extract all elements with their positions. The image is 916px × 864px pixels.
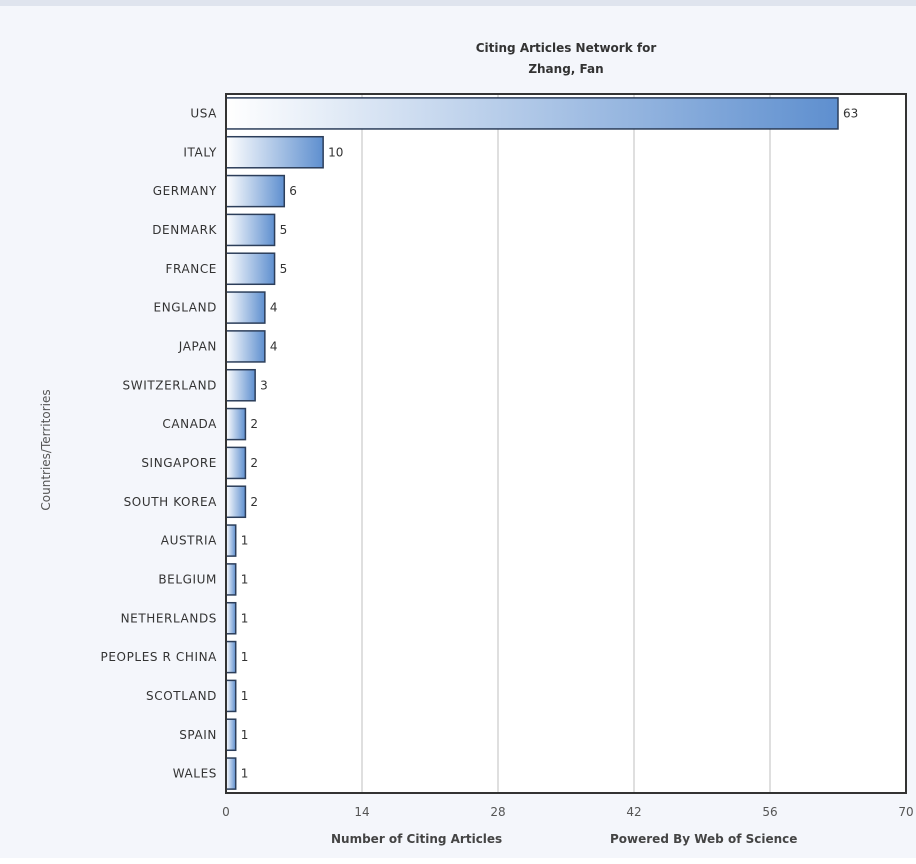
category-label: SPAIN — [179, 728, 217, 742]
category-label: SOUTH KOREA — [124, 495, 218, 509]
value-label: 4 — [270, 339, 278, 353]
bar — [225, 252, 276, 286]
category-label: ITALY — [183, 145, 217, 159]
chart-title: Citing Articles Network for — [475, 41, 657, 55]
value-label: 10 — [328, 145, 343, 159]
category-label: SINGAPORE — [141, 456, 217, 470]
x-axis-label: Number of Citing Articles — [331, 832, 503, 846]
category-label: AUSTRIA — [161, 534, 217, 548]
bar — [225, 679, 237, 713]
category-label: BELGIUM — [158, 572, 217, 586]
x-tick-label: 14 — [354, 805, 369, 819]
bar — [225, 563, 237, 596]
bar — [225, 407, 247, 441]
value-label: 5 — [280, 262, 288, 276]
plot-background — [226, 94, 906, 793]
bar — [225, 291, 266, 324]
x-tick-label: 42 — [626, 805, 641, 819]
bar — [225, 601, 237, 635]
value-label: 2 — [250, 495, 258, 509]
value-label: 2 — [250, 456, 258, 470]
bar — [225, 446, 247, 480]
category-label: DENMARK — [152, 223, 217, 237]
category-label: JAPAN — [178, 339, 217, 353]
chart-subtitle: Zhang, Fan — [528, 62, 604, 76]
bar — [225, 135, 324, 169]
category-label: CANADA — [162, 417, 217, 431]
value-label: 1 — [241, 534, 249, 548]
category-label: NETHERLANDS — [121, 611, 217, 625]
bar — [225, 368, 256, 402]
plot-area — [225, 93, 907, 794]
value-label: 1 — [241, 611, 249, 625]
bar — [225, 757, 237, 790]
category-label: SWITZERLAND — [123, 378, 217, 392]
bar — [225, 330, 266, 363]
value-label: 2 — [250, 417, 258, 431]
category-label: SCOTLAND — [146, 689, 217, 703]
value-label: 1 — [241, 572, 249, 586]
category-label: PEOPLES R CHINA — [101, 650, 218, 664]
category-label: USA — [190, 106, 217, 120]
x-tick-label: 0 — [222, 805, 230, 819]
category-label: WALES — [173, 767, 217, 781]
bar — [225, 718, 237, 752]
category-label: ENGLAND — [154, 301, 217, 315]
value-label: 1 — [241, 689, 249, 703]
value-label: 4 — [270, 301, 278, 315]
value-label: 3 — [260, 378, 268, 392]
bar — [225, 174, 286, 208]
category-label: GERMANY — [153, 184, 217, 198]
value-label: 5 — [280, 223, 288, 237]
value-label: 1 — [241, 767, 249, 781]
bar — [225, 640, 237, 674]
value-label: 6 — [289, 184, 297, 198]
powered-by-text: Powered By Web of Science — [610, 832, 798, 846]
x-tick-label: 70 — [898, 805, 913, 819]
x-tick-label: 56 — [762, 805, 777, 819]
bar — [225, 97, 839, 130]
value-label: 1 — [241, 728, 249, 742]
value-label: 1 — [241, 650, 249, 664]
category-label: FRANCE — [165, 262, 217, 276]
x-tick-label: 28 — [490, 805, 505, 819]
bar — [225, 524, 237, 557]
bar — [225, 485, 247, 519]
value-label: 63 — [843, 106, 858, 120]
bar — [225, 213, 276, 247]
